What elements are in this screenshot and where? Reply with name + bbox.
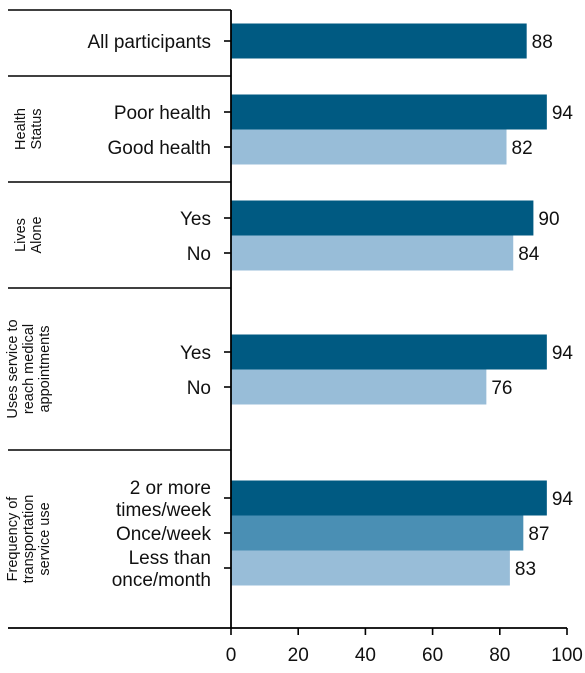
- bar: [231, 515, 524, 551]
- category-label-line: 2 or more: [130, 478, 211, 499]
- value-label: 87: [528, 524, 549, 545]
- value-label: 94: [552, 489, 574, 510]
- value-label: 76: [491, 378, 512, 399]
- category-label: Less than once/month: [112, 548, 211, 591]
- group-label: Uses service toreach medicalappointments: [5, 319, 53, 418]
- category-label: No: [187, 244, 211, 265]
- category-label-line: Yes: [180, 209, 211, 230]
- category-label: No: [187, 378, 211, 399]
- group-label-line: Frequency of: [5, 496, 21, 582]
- category-label-line: Poor health: [114, 103, 211, 124]
- value-label: 94: [552, 103, 574, 124]
- group-label-line: transportation: [21, 495, 37, 584]
- bar: [231, 235, 514, 271]
- category-label-line: No: [187, 378, 211, 399]
- x-tick-label: 40: [355, 645, 376, 666]
- value-label: 94: [552, 343, 574, 364]
- category-label-line: No: [187, 244, 211, 265]
- bar: [231, 200, 534, 236]
- category-label: Yes: [180, 209, 211, 230]
- bar: [231, 334, 547, 370]
- x-tick-label: 60: [422, 645, 443, 666]
- category-labels: 88 All participants HealthStatus 94 Poor hea…: [5, 32, 573, 591]
- x-tick-label: 0: [226, 645, 237, 666]
- category-label-line: Yes: [180, 343, 211, 364]
- x-tick-label: 80: [489, 645, 510, 666]
- category-label: All participants: [87, 32, 211, 53]
- group-label: LivesAlone: [13, 216, 45, 253]
- group-label-line: appointments: [37, 325, 53, 412]
- group-label-line: Health: [13, 108, 29, 150]
- bar: [231, 550, 510, 586]
- value-label: 88: [532, 32, 553, 53]
- bars: [231, 23, 547, 586]
- category-label: Once/week: [116, 524, 212, 545]
- group-dividers: [8, 9, 231, 451]
- bar: [231, 480, 547, 516]
- category-label-line: Good health: [107, 138, 211, 159]
- group-label-line: Lives: [13, 218, 29, 252]
- bar: [231, 94, 547, 130]
- category-label-line: Once/week: [116, 524, 212, 545]
- x-tick-label: 100: [551, 645, 583, 666]
- category-label-line: times/week: [116, 500, 212, 521]
- group-label: HealthStatus: [13, 108, 45, 150]
- category-label-line: Less than: [129, 548, 211, 569]
- group-label-line: service use: [37, 502, 53, 575]
- category-label: Yes: [180, 343, 211, 364]
- value-label: 90: [538, 209, 559, 230]
- category-label-line: once/month: [112, 570, 211, 591]
- x-tick-label: 20: [288, 645, 309, 666]
- category-label-line: All participants: [87, 32, 211, 53]
- bar: [231, 129, 507, 165]
- group-label-line: Uses service to: [5, 319, 21, 418]
- value-label: 82: [512, 138, 533, 159]
- bar: [231, 369, 487, 405]
- value-label: 84: [518, 244, 540, 265]
- category-label: 2 or more times/week: [116, 478, 212, 521]
- value-label: 83: [515, 559, 536, 580]
- group-label-line: Alone: [29, 216, 45, 253]
- group-label-line: Status: [29, 108, 45, 149]
- category-label: Good health: [107, 138, 211, 159]
- axes: 0 20 40 60 80 100: [8, 10, 583, 666]
- bar: [231, 23, 527, 59]
- group-label-line: reach medical: [21, 324, 37, 414]
- category-label: Poor health: [114, 103, 211, 124]
- group-label: Frequency oftransportationservice use: [5, 495, 53, 584]
